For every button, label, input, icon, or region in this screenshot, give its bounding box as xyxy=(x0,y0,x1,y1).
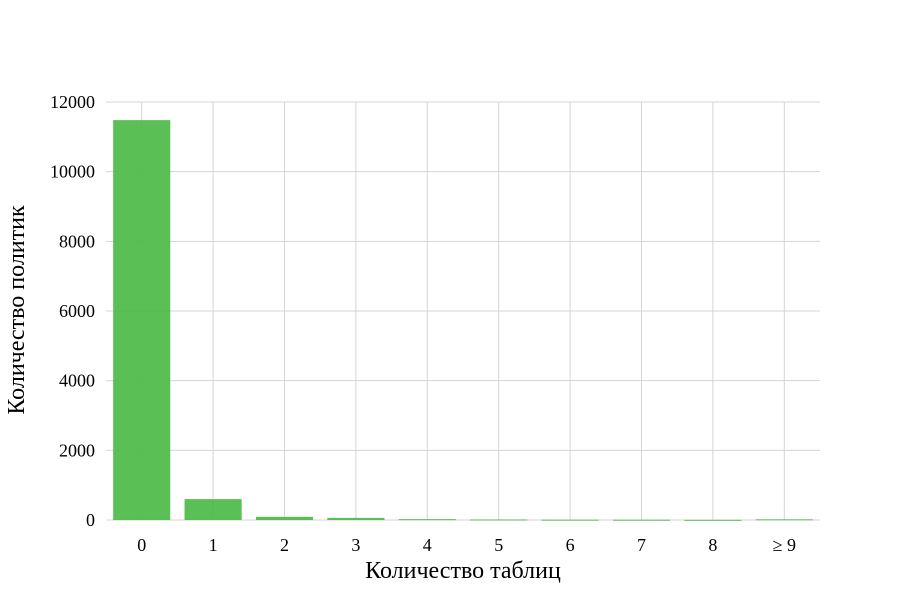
bar xyxy=(113,120,171,520)
x-tick-label: 0 xyxy=(137,535,146,555)
x-tick-labels: 0 1 2 3 4 5 6 7 8 ≥ 9 xyxy=(137,535,796,555)
bar xyxy=(184,499,242,520)
bar xyxy=(255,516,314,520)
bar xyxy=(612,519,671,521)
x-tick-label: 4 xyxy=(423,535,432,555)
x-tick-label: 6 xyxy=(566,535,575,555)
bar xyxy=(541,519,599,521)
y-tick-label: 12000 xyxy=(50,92,95,112)
x-axis-label: Количество таблиц xyxy=(365,558,561,584)
x-tick-label: 3 xyxy=(351,535,360,555)
x-tick-label: 1 xyxy=(209,535,218,555)
x-tick-label: 5 xyxy=(494,535,503,555)
y-tick-label: 8000 xyxy=(59,231,95,251)
bar xyxy=(470,519,528,521)
y-tick-label: 0 xyxy=(86,510,95,530)
y-tick-label: 2000 xyxy=(59,440,95,460)
x-tick-label: 7 xyxy=(637,535,646,555)
x-tick-label: ≥ 9 xyxy=(773,535,796,555)
bar xyxy=(398,519,456,521)
y-axis-label: Количество политик xyxy=(4,205,30,415)
y-tick-label: 4000 xyxy=(59,371,95,391)
x-tick-label: 8 xyxy=(708,535,717,555)
bar xyxy=(755,519,813,521)
y-tick-label: 10000 xyxy=(50,162,95,182)
x-tick-label: 2 xyxy=(280,535,289,555)
grid-lines xyxy=(106,101,820,521)
bar xyxy=(327,517,385,520)
bars xyxy=(113,120,813,521)
bar xyxy=(684,519,742,521)
y-tick-labels: 0 2000 4000 6000 8000 10000 12000 xyxy=(50,92,95,530)
y-tick-label: 6000 xyxy=(59,301,95,321)
